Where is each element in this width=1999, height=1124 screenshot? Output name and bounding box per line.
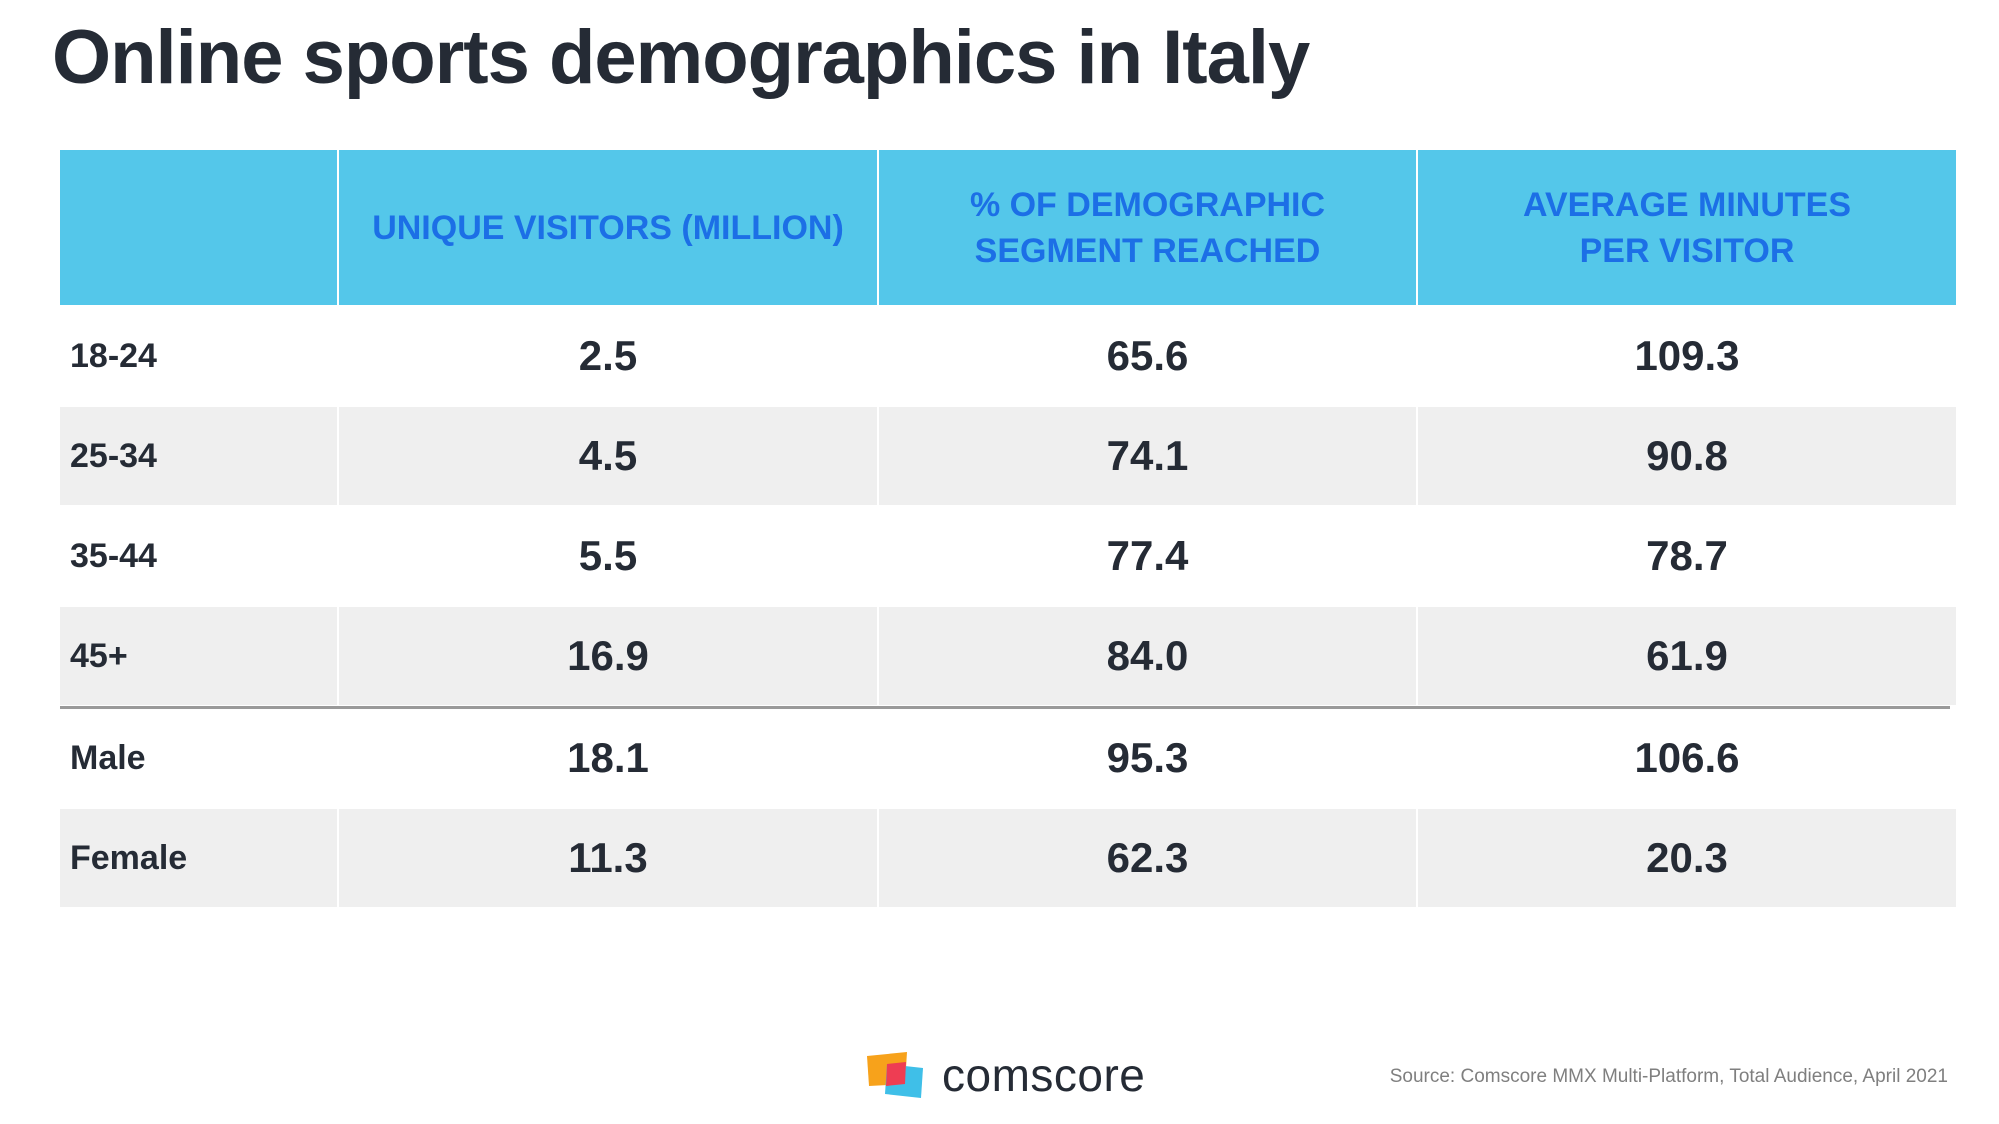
header-cell-empty	[60, 150, 337, 305]
table-row: 25-34 4.5 74.1 90.8	[60, 407, 1956, 505]
demographics-table: UNIQUE VISITORS (MILLION) % OF DEMOGRAPH…	[60, 150, 1956, 909]
header-line: SEGMENT REACHED	[974, 231, 1321, 270]
page-title: Online sports demographics in Italy	[52, 15, 1310, 100]
brand-name: comscore	[942, 1049, 1146, 1101]
average-minutes-value: 20.3	[1418, 809, 1956, 907]
unique-visitors-value: 5.5	[339, 507, 877, 605]
header-cell-percent-reached: % OF DEMOGRAPHIC SEGMENT REACHED	[879, 150, 1416, 305]
header-text: AVERAGE MINUTES PER VISITOR	[1523, 182, 1851, 274]
row-label: Female	[60, 809, 337, 907]
unique-visitors-value: 16.9	[339, 607, 877, 705]
row-label: 18-24	[60, 307, 337, 405]
unique-visitors-value: 4.5	[339, 407, 877, 505]
average-minutes-value: 78.7	[1418, 507, 1956, 605]
percent-reached-value: 77.4	[879, 507, 1416, 605]
header-cell-average-minutes: AVERAGE MINUTES PER VISITOR	[1418, 150, 1956, 305]
table-row: 18-24 2.5 65.6 109.3	[60, 307, 1956, 405]
unique-visitors-value: 2.5	[339, 307, 877, 405]
section-divider	[60, 706, 1950, 709]
row-label: 45+	[60, 607, 337, 705]
source-note: Source: Comscore MMX Multi-Platform, Tot…	[1389, 1066, 1948, 1087]
header-line: PER VISITOR	[1579, 231, 1795, 270]
unique-visitors-value: 11.3	[339, 809, 877, 907]
table-row: 35-44 5.5 77.4 78.7	[60, 507, 1956, 605]
percent-reached-value: 84.0	[879, 607, 1416, 705]
header-cell-unique-visitors: UNIQUE VISITORS (MILLION)	[339, 150, 877, 305]
row-label: 35-44	[60, 507, 337, 605]
average-minutes-value: 109.3	[1418, 307, 1956, 405]
unique-visitors-value: 18.1	[339, 709, 877, 807]
header-text: % OF DEMOGRAPHIC SEGMENT REACHED	[970, 182, 1325, 274]
percent-reached-value: 74.1	[879, 407, 1416, 505]
header-line: UNIQUE VISITORS (MILLION)	[372, 208, 844, 247]
table-row: 45+ 16.9 84.0 61.9	[60, 607, 1956, 705]
average-minutes-value: 106.6	[1418, 709, 1956, 807]
average-minutes-value: 61.9	[1418, 607, 1956, 705]
header-line: AVERAGE MINUTES	[1522, 185, 1852, 224]
comscore-logo-icon	[867, 1052, 923, 1098]
percent-reached-value: 95.3	[879, 709, 1416, 807]
table-row: Male 18.1 95.3 106.6	[60, 709, 1956, 807]
table-row: Female 11.3 62.3 20.3	[60, 809, 1956, 907]
percent-reached-value: 65.6	[879, 307, 1416, 405]
header-line: % OF DEMOGRAPHIC	[969, 185, 1326, 224]
row-label: 25-34	[60, 407, 337, 505]
table-header-row: UNIQUE VISITORS (MILLION) % OF DEMOGRAPH…	[60, 150, 1956, 305]
percent-reached-value: 62.3	[879, 809, 1416, 907]
average-minutes-value: 90.8	[1418, 407, 1956, 505]
row-label: Male	[60, 709, 337, 807]
